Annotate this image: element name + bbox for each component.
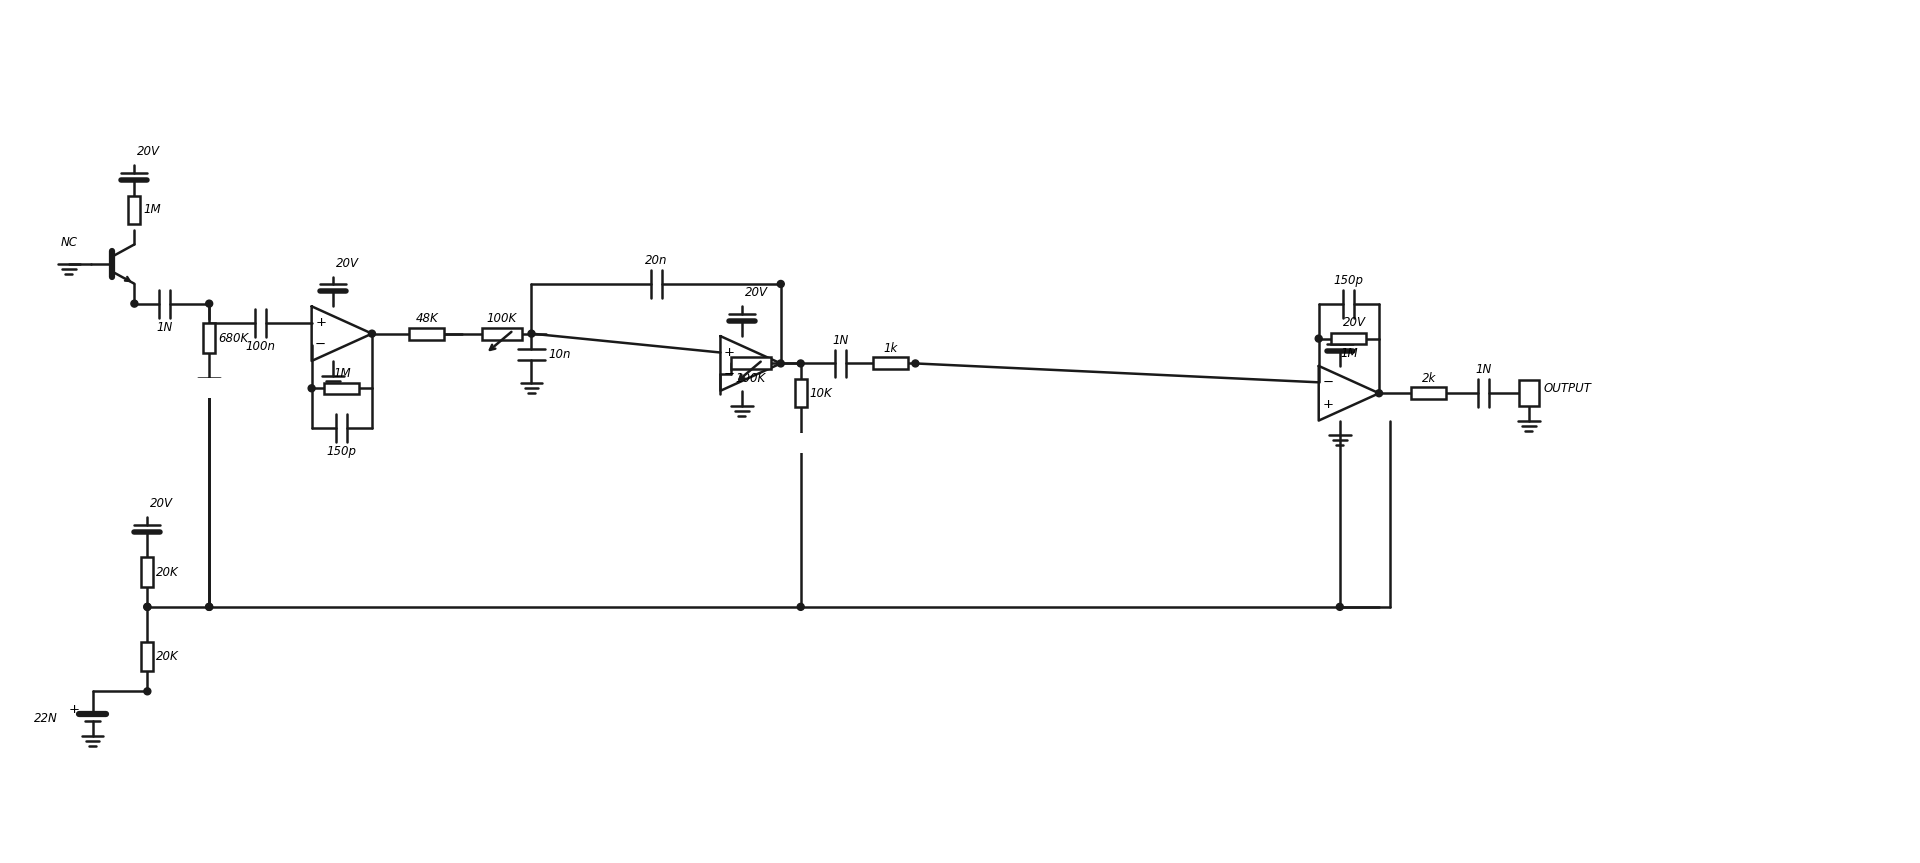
Text: 1M: 1M	[1340, 347, 1357, 360]
Circle shape	[797, 603, 804, 610]
Text: 100n: 100n	[246, 340, 275, 353]
Circle shape	[778, 280, 783, 287]
Bar	[194, 378, 225, 398]
Text: 10n: 10n	[549, 348, 570, 361]
Text: 2k: 2k	[1423, 372, 1436, 385]
Circle shape	[205, 603, 213, 610]
Text: 20V: 20V	[150, 497, 173, 511]
Text: +: +	[315, 316, 326, 329]
Text: 20K: 20K	[156, 565, 179, 578]
Text: 20V: 20V	[1342, 316, 1365, 329]
Text: 22N: 22N	[35, 712, 58, 725]
Text: 20V: 20V	[745, 287, 768, 299]
Text: 1M: 1M	[332, 368, 351, 381]
Text: 1k: 1k	[883, 342, 897, 355]
Circle shape	[144, 603, 152, 610]
Text: +: +	[1323, 398, 1332, 411]
Bar	[142, 557, 154, 587]
Text: 100K: 100K	[486, 312, 516, 325]
Text: −: −	[1323, 375, 1332, 389]
Circle shape	[131, 300, 138, 307]
Text: 1M: 1M	[144, 203, 161, 216]
Bar	[732, 357, 770, 369]
Text: −: −	[724, 368, 735, 381]
Bar	[409, 328, 444, 340]
Text: 100K: 100K	[735, 372, 766, 385]
Bar	[795, 380, 806, 407]
Text: 20V: 20V	[336, 256, 359, 269]
Circle shape	[307, 385, 315, 392]
Bar	[129, 196, 140, 224]
Bar	[874, 357, 908, 369]
Text: 150p: 150p	[1334, 274, 1363, 287]
Text: 10K: 10K	[810, 387, 833, 400]
Bar	[1331, 333, 1367, 344]
Text: NC: NC	[61, 236, 77, 249]
Bar	[1519, 381, 1538, 406]
Circle shape	[778, 360, 783, 367]
Circle shape	[797, 360, 804, 367]
Text: 20K: 20K	[156, 650, 179, 663]
Text: 48K: 48K	[415, 312, 438, 325]
Bar	[482, 328, 522, 340]
Circle shape	[205, 300, 213, 307]
Text: 1N: 1N	[1476, 363, 1492, 376]
Circle shape	[1315, 335, 1323, 342]
Text: 150p: 150p	[326, 445, 357, 458]
Text: 1N: 1N	[833, 334, 849, 347]
Bar	[142, 641, 154, 671]
Text: 20n: 20n	[645, 254, 668, 267]
Circle shape	[912, 360, 920, 367]
Text: −: −	[315, 338, 326, 351]
Bar	[785, 433, 816, 453]
Text: 20V: 20V	[138, 145, 161, 158]
Text: 1N: 1N	[156, 320, 173, 333]
Circle shape	[1375, 390, 1382, 397]
Circle shape	[144, 603, 152, 610]
Circle shape	[144, 688, 152, 695]
Circle shape	[528, 331, 536, 337]
Text: OUTPUT: OUTPUT	[1544, 381, 1592, 394]
Text: 680K: 680K	[219, 332, 248, 345]
Bar	[1411, 387, 1446, 400]
Bar	[204, 324, 215, 353]
Circle shape	[1336, 603, 1344, 610]
Text: +: +	[724, 346, 735, 359]
Bar	[324, 383, 359, 394]
Text: +: +	[69, 702, 81, 715]
Circle shape	[369, 331, 376, 337]
Circle shape	[205, 603, 213, 610]
